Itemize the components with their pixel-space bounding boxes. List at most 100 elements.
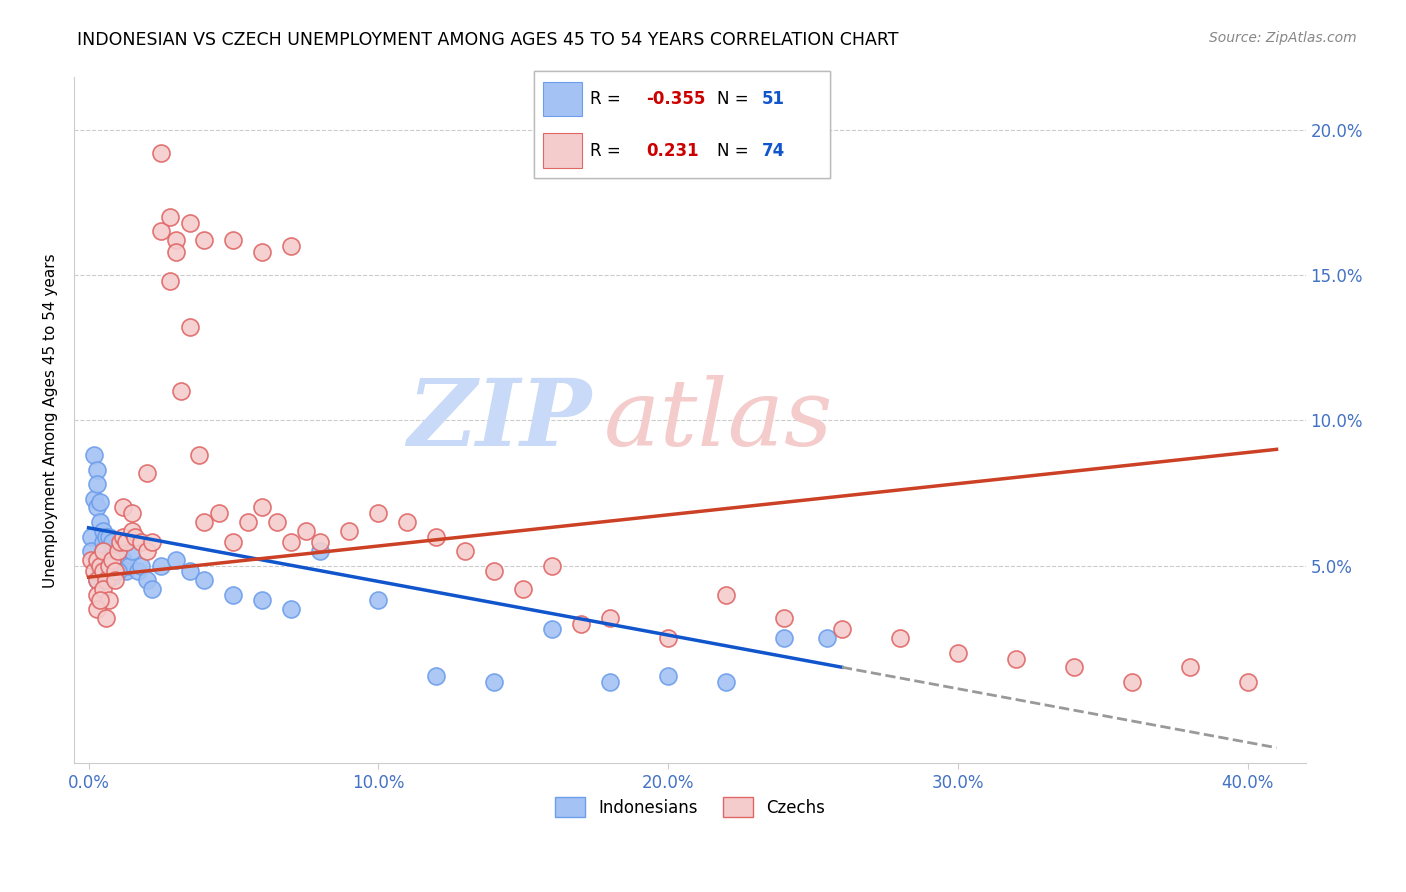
Point (86, 573, 108, 587)
Point (89, 515, 111, 529)
Text: ZIP: ZIP (408, 376, 592, 466)
Point (187, 448, 209, 462)
Point (121, 506, 143, 520)
Point (97, 529, 120, 543)
Point (484, 565, 506, 579)
Point (91, 582, 114, 596)
Point (252, 593, 274, 607)
Text: Source: ZipAtlas.com: Source: ZipAtlas.com (1209, 31, 1357, 45)
Point (118, 558, 141, 573)
Point (179, 320, 201, 334)
Point (94, 529, 117, 543)
Text: N =: N = (717, 90, 754, 108)
Point (104, 565, 127, 579)
Point (112, 529, 135, 543)
Point (141, 535, 163, 549)
Point (541, 623, 564, 637)
Point (89, 565, 111, 579)
Point (280, 239, 302, 253)
Point (1178, 660, 1201, 674)
Point (86, 463, 108, 477)
Y-axis label: Unemployment Among Ages 45 to 54 years: Unemployment Among Ages 45 to 54 years (44, 253, 58, 588)
Point (94, 553, 117, 567)
Point (121, 544, 143, 558)
Point (112, 500, 135, 515)
Point (222, 535, 245, 549)
Bar (543, 134, 582, 168)
Point (773, 631, 796, 645)
Point (94, 553, 117, 567)
Point (100, 553, 122, 567)
Point (83, 448, 105, 462)
Point (107, 544, 129, 558)
Point (150, 146, 173, 161)
Point (135, 544, 157, 558)
Point (193, 573, 215, 587)
Point (80, 553, 103, 567)
Point (115, 565, 138, 579)
Point (222, 233, 245, 247)
Point (91, 535, 114, 549)
Point (657, 669, 679, 683)
Point (569, 616, 592, 631)
Text: R =: R = (591, 142, 627, 160)
Point (831, 623, 853, 637)
Point (425, 529, 447, 543)
Point (89, 494, 111, 508)
Point (86, 500, 108, 515)
Point (159, 210, 181, 224)
Bar (543, 82, 582, 116)
Point (252, 244, 274, 259)
Point (104, 553, 127, 567)
Point (129, 558, 152, 573)
Point (97, 593, 120, 607)
Text: -0.355: -0.355 (647, 90, 706, 108)
Point (541, 558, 564, 573)
Point (309, 544, 332, 558)
Point (100, 570, 122, 584)
Point (91, 524, 114, 538)
Point (121, 524, 143, 538)
Text: 0.231: 0.231 (647, 142, 699, 160)
Point (115, 535, 138, 549)
Point (97, 549, 120, 564)
Point (773, 611, 796, 625)
Point (124, 529, 146, 543)
Text: 74: 74 (762, 142, 785, 160)
Point (179, 565, 201, 579)
Text: N =: N = (717, 142, 754, 160)
Point (946, 646, 969, 660)
Point (396, 515, 419, 529)
Point (86, 602, 108, 616)
Point (1121, 674, 1143, 689)
Point (89, 593, 111, 607)
Point (127, 565, 149, 579)
Point (236, 515, 259, 529)
Point (165, 553, 187, 567)
Point (100, 535, 122, 549)
Point (107, 565, 129, 579)
Legend: Indonesians, Czechs: Indonesians, Czechs (548, 791, 831, 823)
Point (86, 477, 108, 491)
Point (165, 244, 187, 259)
Text: 51: 51 (762, 90, 785, 108)
Point (252, 500, 274, 515)
Point (309, 535, 332, 549)
Point (129, 535, 152, 549)
Point (280, 602, 302, 616)
Point (104, 573, 127, 587)
Point (714, 674, 737, 689)
Point (193, 233, 215, 247)
FancyBboxPatch shape (534, 71, 830, 178)
Point (80, 529, 103, 543)
Point (889, 631, 911, 645)
Point (91, 544, 114, 558)
Point (135, 466, 157, 480)
Text: INDONESIAN VS CZECH UNEMPLOYMENT AMONG AGES 45 TO 54 YEARS CORRELATION CHART: INDONESIAN VS CZECH UNEMPLOYMENT AMONG A… (77, 31, 898, 49)
Point (222, 588, 245, 602)
Point (94, 573, 117, 587)
Point (1236, 674, 1258, 689)
Point (150, 558, 173, 573)
Point (367, 593, 389, 607)
Point (484, 674, 506, 689)
